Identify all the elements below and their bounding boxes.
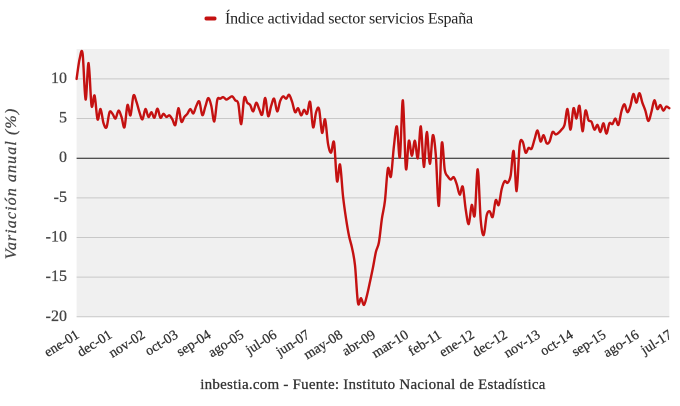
svg-text:10: 10: [51, 70, 67, 87]
svg-text:0: 0: [59, 149, 67, 166]
svg-text:-10: -10: [46, 229, 67, 246]
svg-text:Variación anual (%): Variación anual (%): [3, 108, 20, 260]
svg-text:-20: -20: [46, 308, 67, 325]
svg-text:5: 5: [59, 110, 67, 127]
svg-text:-5: -5: [54, 189, 67, 206]
svg-text:-15: -15: [46, 268, 67, 285]
svg-text:Índice actividad sector servic: Índice actividad sector servicios España: [225, 9, 473, 28]
svg-text:inbestia.com - Fuente: Institu: inbestia.com - Fuente: Instituto Naciona…: [200, 377, 546, 393]
